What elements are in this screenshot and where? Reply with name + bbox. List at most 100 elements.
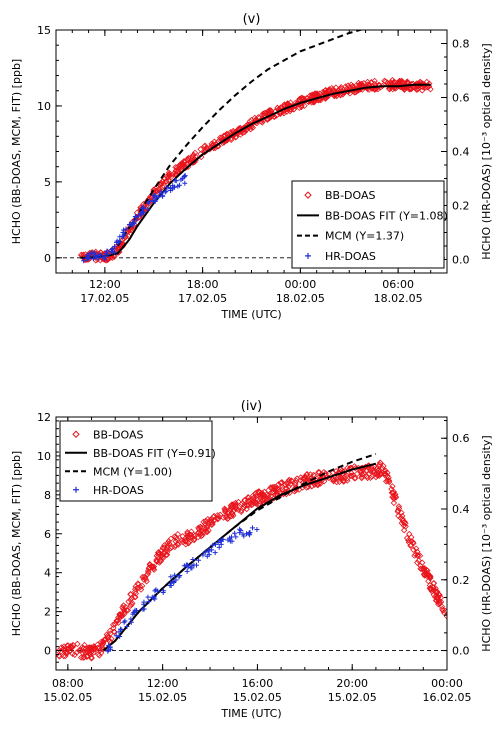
y2-tick-label: 0.8 xyxy=(452,38,470,51)
bb-doas-point xyxy=(337,85,344,92)
bb-doas-point xyxy=(184,530,191,537)
hr-doas-point xyxy=(200,552,206,558)
hr-doas-point xyxy=(102,256,108,262)
bb-doas-point xyxy=(110,621,117,628)
hr-doas-point xyxy=(113,633,119,639)
y2-tick-label: 0.0 xyxy=(452,254,470,267)
hr-doas-point xyxy=(121,231,127,237)
bb-doas-point xyxy=(357,467,364,474)
x-tick-label-date: 16.02.05 xyxy=(423,691,472,704)
bb-doas-point xyxy=(79,649,86,656)
hr-doas-point xyxy=(229,534,235,540)
hr-doas-point xyxy=(145,206,151,212)
bb-doas-point xyxy=(314,481,322,489)
bb-doas-point xyxy=(270,113,278,120)
bb-doas-point xyxy=(140,573,148,581)
bb-doas-point xyxy=(423,570,431,578)
y2-tick-label: 0.2 xyxy=(452,200,470,213)
bb-doas-point xyxy=(344,82,352,89)
bb-doas-point xyxy=(186,538,193,545)
bb-doas-point xyxy=(392,494,400,501)
bb-doas-point xyxy=(258,490,265,497)
bb-doas-point xyxy=(369,467,376,475)
bb-doas-point xyxy=(376,82,383,90)
bb-doas-point xyxy=(407,542,414,549)
hr-doas-point xyxy=(191,562,197,568)
bb-doas-point xyxy=(196,524,204,531)
hr-doas-point xyxy=(140,204,146,210)
x-tick-label-time: 12:00 xyxy=(147,677,179,690)
bb-doas-point xyxy=(86,649,93,656)
x-tick-label-date: 15.02.05 xyxy=(233,691,282,704)
hr-doas-point xyxy=(85,256,91,262)
hr-doas-point xyxy=(97,252,103,258)
bb-doas-point xyxy=(330,478,337,485)
series-hr-doas xyxy=(81,173,188,264)
legend-label: BB-DOAS FIT (Y=0.91) xyxy=(93,447,216,460)
hr-doas-point xyxy=(118,626,124,632)
hr-doas-point xyxy=(116,238,122,244)
bb-doas-point xyxy=(418,565,426,573)
bb-doas-point xyxy=(164,548,171,556)
bb-doas-point xyxy=(232,503,239,510)
chart-title: (v) xyxy=(243,12,261,27)
bb-doas-point xyxy=(140,576,148,583)
x-axis-label: TIME (UTC) xyxy=(220,308,281,321)
bb-doas-point xyxy=(322,95,329,102)
bb-doas-point xyxy=(342,83,349,90)
y2-tick-label: 0.6 xyxy=(452,432,470,445)
y2-axis-label: HCHO (HR-DOAS) [10⁻³ optical density] xyxy=(480,435,493,651)
y-tick-label: 2 xyxy=(44,606,51,619)
bb-doas-point xyxy=(351,475,358,482)
hr-doas-point xyxy=(156,194,162,200)
hr-doas-point xyxy=(172,178,178,184)
bb-doas-point xyxy=(71,651,78,659)
bb-doas-point xyxy=(337,473,344,481)
bb-doas-point xyxy=(422,570,429,577)
x-tick-label-time: 20:00 xyxy=(336,677,368,690)
bb-doas-point xyxy=(60,652,67,660)
bb-doas-point xyxy=(381,77,388,85)
bb-doas-point xyxy=(174,531,182,538)
bb-doas-point xyxy=(348,469,355,477)
bb-doas-point xyxy=(287,480,294,488)
y-tick-label: 15 xyxy=(37,24,51,37)
plot-area xyxy=(56,453,447,662)
bb-doas-point xyxy=(296,95,303,103)
y-tick-label: 0 xyxy=(44,252,51,265)
bb-doas-point xyxy=(395,503,403,510)
bb-doas-point xyxy=(371,77,378,85)
x-tick-label-date: 18.02.05 xyxy=(276,292,325,305)
bb-doas-point xyxy=(69,650,76,658)
bb-doas-point xyxy=(145,565,152,572)
bb-doas-point xyxy=(149,564,157,571)
bb-doas-point xyxy=(352,88,360,96)
hr-doas-point xyxy=(103,253,109,259)
bb-doas-point xyxy=(153,556,160,564)
bb-doas-point xyxy=(92,646,99,653)
bb-doas-point xyxy=(267,107,274,114)
hr-doas-point xyxy=(139,208,145,214)
hr-doas-point xyxy=(141,606,147,612)
bb-doas-point xyxy=(435,599,443,607)
bb-doas-point xyxy=(390,499,398,507)
hr-doas-point xyxy=(182,173,188,179)
bb-doas-point xyxy=(326,87,333,95)
bb-doas-point xyxy=(386,85,393,93)
x-tick-label-date: 17.02.05 xyxy=(178,292,227,305)
bb-doas-point xyxy=(435,597,443,604)
hr-doas-point xyxy=(163,188,169,194)
bb-doas-point xyxy=(214,516,221,523)
bb-doas-point xyxy=(340,477,347,484)
bb-doas-point xyxy=(80,644,87,652)
x-tick-label-time: 12:00 xyxy=(89,278,121,291)
hr-doas-point xyxy=(129,223,135,229)
bb-doas-point xyxy=(352,474,359,482)
hr-doas-point xyxy=(209,547,215,553)
bb-doas-point xyxy=(153,552,160,560)
bb-doas-point xyxy=(90,645,98,653)
bb-doas-point xyxy=(300,474,308,481)
bb-doas-point xyxy=(340,478,347,485)
bb-doas-point xyxy=(397,78,404,85)
bb-doas-point xyxy=(397,514,404,522)
